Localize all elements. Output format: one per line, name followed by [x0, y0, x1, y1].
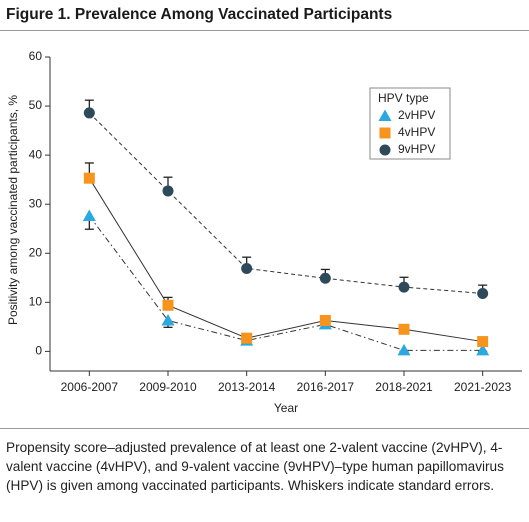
- series-line: [88, 215, 483, 351]
- legend-marker: [379, 144, 391, 156]
- chart: 0 10 20 30 40 50 60 2006-2007 2009-2010 2013-2014…: [6, 49, 522, 415]
- point: [82, 209, 96, 221]
- y-tick-label: 60: [29, 49, 43, 63]
- legend-marker: [379, 127, 391, 139]
- point: [319, 272, 331, 284]
- divider: [0, 30, 529, 31]
- y-tick-label: 50: [29, 98, 43, 112]
- x-tick-label: 2016-2017: [297, 380, 355, 394]
- series-line: [88, 177, 483, 343]
- legend-title: HPV type: [378, 91, 429, 105]
- figure-title: Figure 1. Prevalence Among Vaccinated Pa…: [6, 6, 393, 23]
- point: [319, 314, 331, 326]
- y-tick-label: 40: [29, 147, 43, 161]
- x-axis-label: Year: [274, 401, 298, 415]
- y-axis-label: Positivity among vaccinated participants…: [6, 95, 20, 325]
- divider: [0, 428, 529, 429]
- point: [477, 336, 489, 348]
- series-line: [88, 112, 483, 294]
- point: [161, 313, 175, 326]
- legend-label: 4vHPV: [398, 125, 435, 139]
- x-tick-label: 2013-2014: [218, 380, 276, 394]
- legend-marker: [378, 109, 392, 121]
- legend-label: 2vHPV: [398, 108, 435, 122]
- legend-label: 9vHPV: [398, 142, 435, 156]
- x-tick-label: 2018-2021: [375, 380, 433, 394]
- point: [398, 323, 410, 335]
- caption: Propensity score–adjusted prevalence of …: [6, 440, 504, 493]
- y-tick-label: 30: [29, 196, 43, 210]
- point: [398, 281, 410, 293]
- x-tick-label: 2009-2010: [139, 380, 197, 394]
- point: [162, 299, 174, 311]
- y-tick-label: 0: [35, 344, 42, 358]
- point: [162, 185, 174, 197]
- point: [241, 262, 253, 274]
- point: [477, 287, 489, 299]
- x-tick-label: 2021-2023: [454, 380, 512, 394]
- point: [397, 343, 411, 356]
- y-tick-label: 20: [29, 245, 43, 259]
- x-tick-label: 2006-2007: [61, 380, 119, 394]
- y-tick-label: 10: [29, 294, 43, 308]
- point: [241, 332, 253, 344]
- point: [83, 107, 95, 119]
- point: [83, 172, 95, 184]
- point: [476, 343, 490, 356]
